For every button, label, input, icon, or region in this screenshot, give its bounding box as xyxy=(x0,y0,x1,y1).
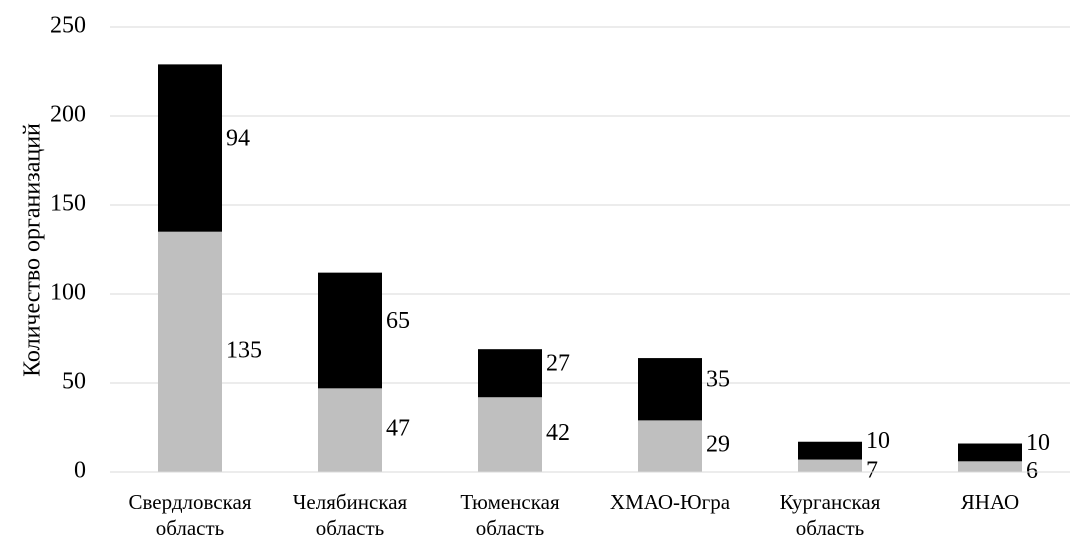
bar-segment xyxy=(478,397,542,472)
bar-segment xyxy=(958,443,1022,462)
data-label: 47 xyxy=(386,416,410,442)
bar-segment xyxy=(958,461,1022,472)
x-tick-label: Тюменская область xyxy=(460,490,560,538)
x-tick-label: ЯНАО xyxy=(961,490,1019,514)
data-label: 6 xyxy=(1026,458,1038,484)
data-label: 29 xyxy=(706,432,730,458)
y-tick-label: 250 xyxy=(50,13,86,39)
x-tick-label: Челябинская область xyxy=(293,490,408,538)
data-label: 65 xyxy=(386,308,410,334)
data-label: 10 xyxy=(866,428,890,454)
bar-segment xyxy=(638,420,702,472)
bar-segment xyxy=(798,441,862,460)
data-label: 94 xyxy=(226,126,250,152)
data-label: 7 xyxy=(866,457,878,483)
data-label: 35 xyxy=(706,367,730,393)
x-tick-label: Курганская область xyxy=(780,490,881,538)
bar-segment xyxy=(318,272,382,389)
data-label: 135 xyxy=(226,337,262,363)
y-tick-label: 200 xyxy=(50,102,86,128)
x-tick-label: Свердловская область xyxy=(129,490,252,538)
y-tick-label: 100 xyxy=(50,280,86,306)
y-tick-label: 150 xyxy=(50,191,86,217)
x-tick-label: ХМАО-Югра xyxy=(610,490,731,514)
y-axis-title: Количество организаций xyxy=(20,123,46,377)
data-label: 10 xyxy=(1026,430,1050,456)
y-tick-label: 50 xyxy=(62,369,86,395)
bar-segment xyxy=(318,388,382,472)
y-tick-label: 0 xyxy=(74,458,86,484)
data-label: 27 xyxy=(546,351,570,377)
bar-segment xyxy=(478,349,542,398)
bar-segment xyxy=(158,64,222,232)
data-label: 42 xyxy=(546,420,570,446)
bar-segment xyxy=(798,459,862,472)
bar-segment xyxy=(638,358,702,421)
bar-segment xyxy=(158,231,222,472)
